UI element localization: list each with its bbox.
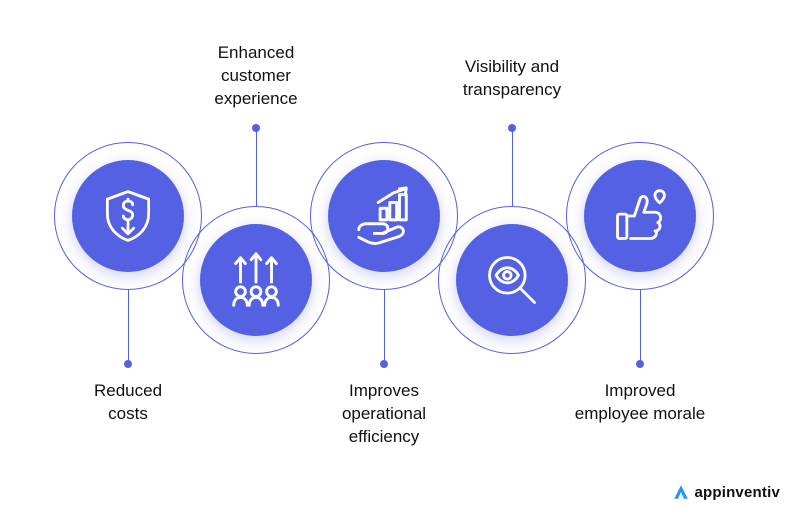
connector-line xyxy=(384,290,385,364)
inner-circle xyxy=(72,160,184,272)
connector-dot xyxy=(380,360,388,368)
hand-growth-icon xyxy=(353,185,415,247)
node-label: Improved employee morale xyxy=(555,380,725,426)
connector-dot xyxy=(124,360,132,368)
inner-circle xyxy=(456,224,568,336)
brand-logo: appinventiv xyxy=(672,483,780,501)
connector-dot xyxy=(636,360,644,368)
connector-dot xyxy=(252,124,260,132)
connector-dot xyxy=(508,124,516,132)
connector-line xyxy=(512,128,513,206)
thumbs-heart-icon xyxy=(610,186,670,246)
node-label: Enhanced customer experience xyxy=(171,42,341,111)
shield-dollar-down-icon xyxy=(98,186,158,246)
node-label: Reduced costs xyxy=(43,380,213,426)
inner-circle xyxy=(584,160,696,272)
connector-line xyxy=(256,128,257,206)
magnify-eye-icon xyxy=(482,250,542,310)
logo-text: appinventiv xyxy=(694,484,780,501)
people-arrows-up-icon xyxy=(225,249,287,311)
connector-line xyxy=(128,290,129,364)
node-label: Visibility and transparency xyxy=(427,56,597,102)
inner-circle xyxy=(200,224,312,336)
inner-circle xyxy=(328,160,440,272)
logo-mark-icon xyxy=(672,483,690,501)
infographic-canvas: { "type": "infographic", "canvas": { "wi… xyxy=(0,0,800,515)
connector-line xyxy=(640,290,641,364)
node-label: Improves operational efficiency xyxy=(299,380,469,449)
